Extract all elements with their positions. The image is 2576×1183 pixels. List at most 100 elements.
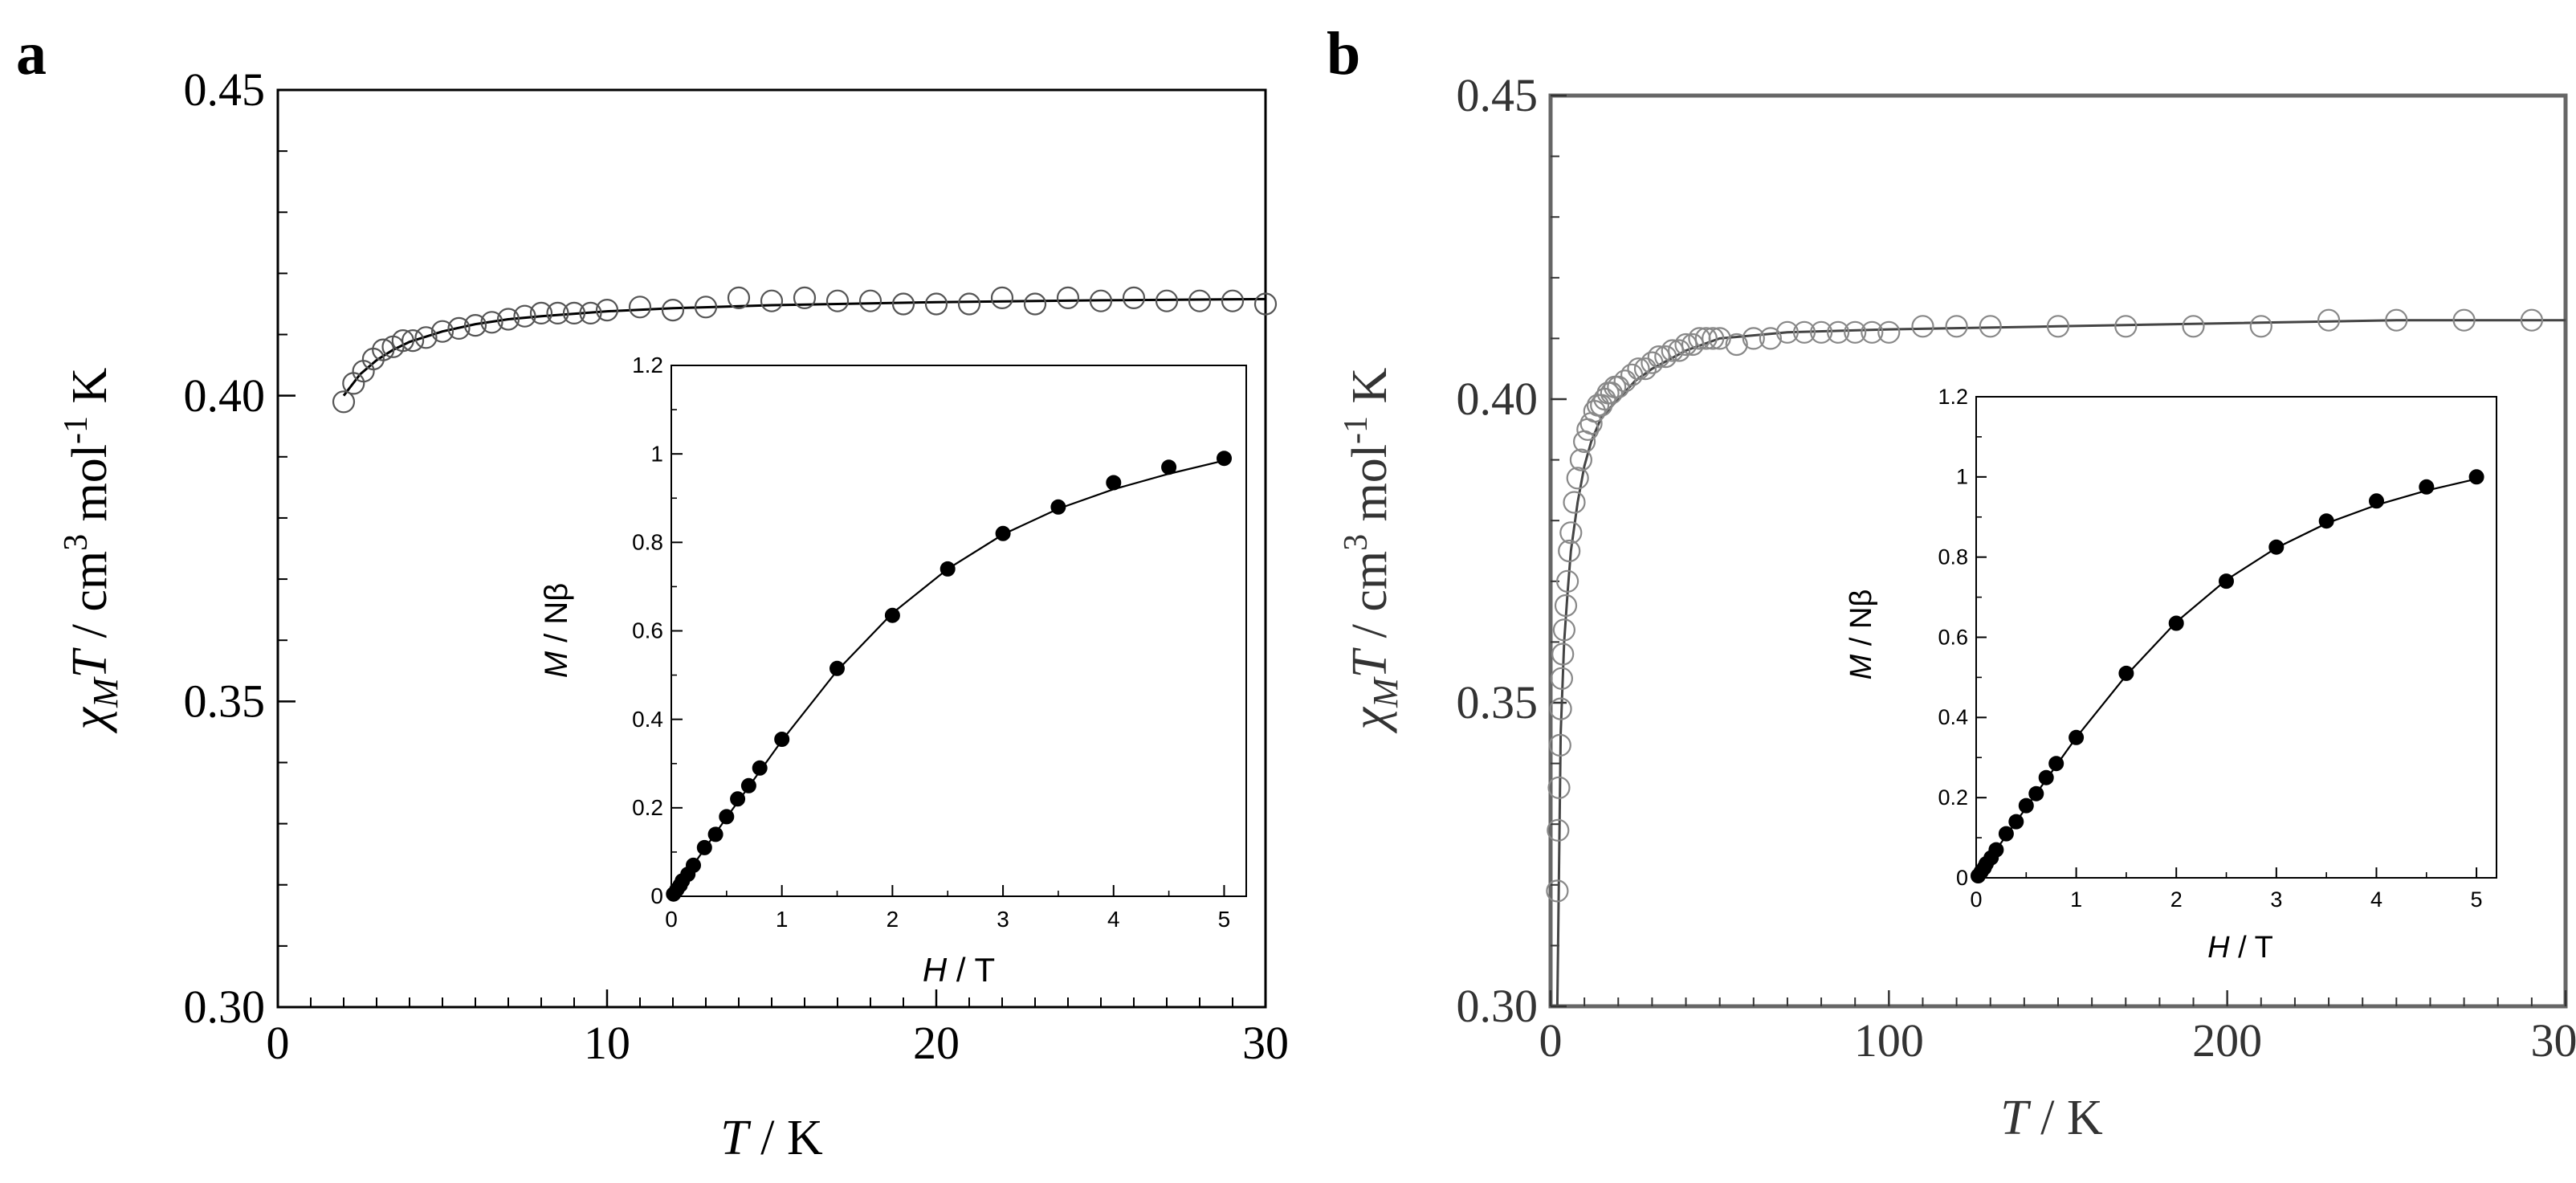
a-inset-data-point — [752, 760, 768, 776]
a-inset-data-point — [1050, 499, 1066, 515]
a-main-data-point — [546, 301, 569, 324]
b-main-data-point — [1551, 642, 1575, 666]
a-main-data-point — [562, 301, 586, 324]
b-main-data-point — [1792, 320, 1816, 344]
a-main-data-point — [496, 308, 520, 331]
b-main-data-point — [2452, 308, 2476, 332]
a-main-ytick-label: 0.30 — [184, 981, 266, 1033]
b-inset-ytick-label: 1 — [1956, 465, 1968, 489]
b-main-data-point — [1641, 351, 1664, 374]
b-main-data-point — [2046, 315, 2070, 338]
b-main-data-point — [1549, 697, 1572, 720]
a-inset-data-point — [1106, 475, 1122, 491]
b-main-data-point — [2182, 315, 2205, 338]
a-inset-data-point — [686, 857, 701, 873]
panel-a-main-y-label: χMT / cm3 mol-1 K — [58, 367, 125, 733]
b-main-data-point — [1742, 327, 1765, 350]
panel-a-inset-data-points — [666, 451, 1232, 902]
b-main-data-point — [1555, 569, 1579, 593]
a-main-data-point — [332, 390, 356, 414]
a-inset-data-point — [829, 660, 845, 676]
b-inset-xtick-label: 4 — [2370, 887, 2382, 912]
a-main-data-point — [760, 289, 784, 312]
a-main-data-point — [825, 289, 850, 312]
a-main-data-point — [924, 292, 948, 316]
b-main-data-point — [1945, 315, 1968, 338]
a-inset-ytick-label: 0.4 — [632, 707, 663, 732]
b-main-data-point — [2249, 315, 2272, 338]
b-main-data-point — [2114, 315, 2138, 338]
b-inset-data-point — [2008, 814, 2024, 830]
a-main-data-point — [990, 286, 1014, 309]
panel-a-inset-x-label: H / T — [923, 951, 995, 989]
a-main-data-point — [480, 311, 503, 334]
b-inset-xtick-label: 0 — [1970, 887, 1982, 912]
b-main-data-point — [1681, 332, 1705, 357]
b-main-data-point — [1548, 733, 1571, 757]
b-main-data-point — [1546, 879, 1569, 903]
panel-b-inset-y-label: M / Nβ — [1844, 589, 1878, 680]
b-main-xtick-label: 0 — [1539, 1014, 1563, 1067]
b-inset-data-point — [2168, 615, 2184, 631]
b-main-ytick-label: 0.30 — [1457, 980, 1539, 1032]
b-main-data-point — [1647, 345, 1670, 369]
a-main-xtick-label: 0 — [267, 1017, 290, 1069]
a-inset-data-point — [696, 839, 712, 855]
b-main-data-point — [1547, 776, 1571, 799]
a-inset-data-point — [740, 777, 756, 793]
b-main-data-point — [1877, 320, 1901, 344]
b-main-data-point — [1861, 320, 1884, 344]
b-main-ytick-label: 0.40 — [1457, 373, 1539, 425]
b-inset-ytick-label: 0.2 — [1938, 785, 1968, 810]
b-main-ytick-label: 0.45 — [1457, 69, 1539, 121]
a-inset-xtick-label: 3 — [997, 907, 1009, 932]
b-inset-data-point — [2028, 785, 2044, 802]
b-main-data-point — [1547, 818, 1570, 842]
a-inset-ytick-label: 1 — [650, 441, 663, 466]
b-main-data-point — [1775, 320, 1799, 344]
a-inset-data-point — [1161, 459, 1177, 475]
a-inset-data-point — [940, 561, 956, 577]
b-main-data-point — [1708, 327, 1731, 350]
a-inset-data-point — [1217, 451, 1232, 467]
panel-b-inset-data-points — [1971, 469, 2484, 883]
b-inset-data-point — [2219, 573, 2234, 589]
b-inset-ytick-label: 0.4 — [1938, 705, 1968, 729]
a-main-data-point — [447, 316, 471, 340]
panel-b-main-data-points — [1546, 308, 2543, 903]
b-main-data-point — [1620, 363, 1644, 386]
b-inset-ytick-label: 0 — [1956, 866, 1968, 890]
b-main-data-point — [1554, 594, 1578, 618]
a-main-data-point — [463, 314, 487, 337]
b-main-data-point — [1979, 315, 2002, 338]
a-inset-data-point — [730, 791, 746, 807]
b-main-data-point — [1627, 357, 1650, 381]
a-main-data-point — [1221, 289, 1245, 312]
b-main-data-point — [1911, 315, 1934, 338]
a-main-data-point — [1023, 292, 1047, 316]
b-main-data-point — [1844, 320, 1867, 344]
b-inset-data-point — [2118, 665, 2134, 681]
a-main-data-point — [727, 286, 751, 309]
panel-b-inset-x-axis: 0 1 2 3 4 5 — [1970, 867, 2483, 912]
a-main-ytick-label: 0.35 — [184, 675, 266, 727]
b-inset-data-point — [2419, 479, 2435, 495]
a-inset-data-point — [774, 732, 790, 747]
b-main-data-point — [2317, 308, 2341, 332]
svg-text:χMT / cm3 mol-1 K: χMT / cm3 mol-1 K — [58, 367, 125, 733]
a-inset-xtick-label: 5 — [1218, 907, 1231, 932]
panel-a-inset-y-axis: 0 0.2 0.4 0.6 0.8 1 1.2 — [632, 353, 683, 908]
b-main-data-point — [1661, 339, 1684, 362]
a-inset-data-point — [707, 826, 723, 842]
b-main-data-point — [1694, 327, 1718, 350]
panel-b-inset-y-axis: 0 0.2 0.4 0.6 0.8 1 1.2 — [1938, 385, 1987, 890]
b-main-data-point — [1725, 332, 1748, 357]
a-inset-ytick-label: 0.2 — [632, 795, 663, 820]
a-inset-ytick-label: 0.8 — [632, 530, 663, 555]
panel-a-main-y-axis: 0.30 0.35 0.40 0.45 — [184, 63, 296, 1033]
b-main-data-point — [1674, 332, 1698, 357]
b-main-data-point — [1550, 667, 1574, 690]
b-main-fit-curve — [1555, 319, 2566, 1007]
b-inset-ytick-label: 0.8 — [1938, 545, 1968, 569]
